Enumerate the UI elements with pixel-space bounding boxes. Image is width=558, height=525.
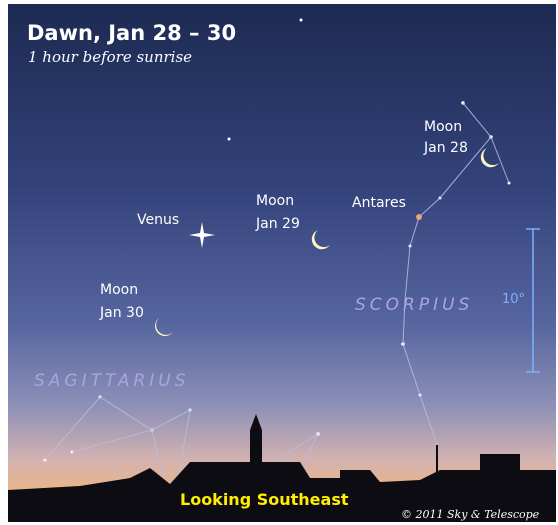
title: Dawn, Jan 28 – 30 [27,21,236,45]
page: Dawn, Jan 28 – 30 1 hour before sunrise … [0,0,558,525]
scale-label: 10° [502,292,525,307]
constellation-name: SAGITTARIUS [34,371,190,391]
sky [8,4,556,522]
object-label: Antares [352,195,406,211]
object-label: Moon [100,282,138,298]
object-label: Jan 29 [255,216,300,232]
object-label: Venus [137,212,179,228]
object-label: Jan 30 [99,305,144,321]
constellation-name: SCORPIUS [355,295,473,315]
sky-chart: Dawn, Jan 28 – 30 1 hour before sunrise … [0,0,558,525]
credit: © 2011 Sky & Telescope [401,508,540,521]
object-label: Moon [256,193,294,209]
object-label: Moon [424,119,462,135]
direction: Looking Southeast [180,490,349,509]
subtitle: 1 hour before sunrise [28,48,192,66]
object-label: Jan 28 [423,140,468,156]
